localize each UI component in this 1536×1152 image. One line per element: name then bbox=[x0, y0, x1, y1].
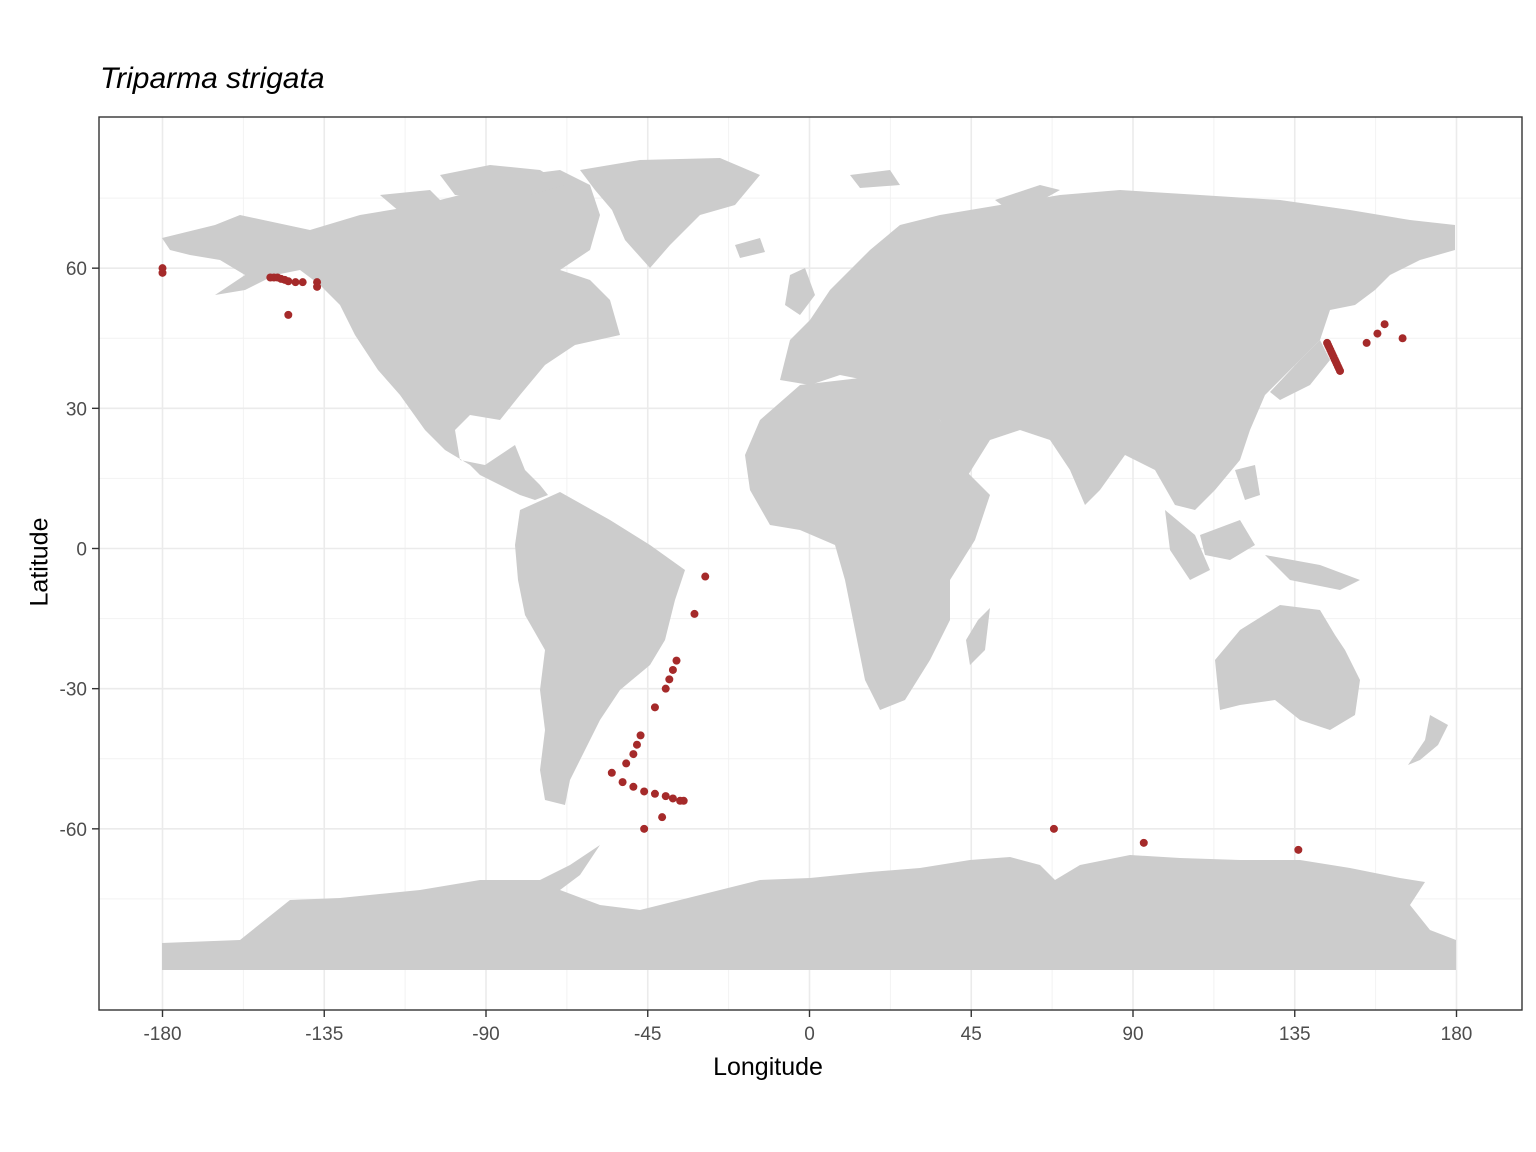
occurrence-point bbox=[1336, 366, 1345, 375]
occurrence-point bbox=[622, 759, 631, 768]
land-africa bbox=[745, 378, 990, 710]
y-tick-label: -30 bbox=[60, 680, 87, 701]
land-greenland bbox=[580, 158, 760, 268]
occurrence-point bbox=[1049, 824, 1058, 833]
land-iceland bbox=[735, 238, 765, 258]
plot-border bbox=[98, 116, 1523, 1011]
x-tick-label: 90 bbox=[1122, 1024, 1143, 1045]
x-tick-label: 45 bbox=[961, 1024, 982, 1045]
occurrence-point bbox=[632, 740, 641, 749]
x-tick-label: -90 bbox=[472, 1024, 499, 1045]
occurrence-point bbox=[1398, 334, 1407, 343]
occurrence-point bbox=[298, 278, 307, 287]
land-australia bbox=[1215, 605, 1360, 730]
x-tick-label: 0 bbox=[804, 1024, 815, 1045]
occurrence-point bbox=[1362, 338, 1371, 347]
occurrence-point bbox=[636, 731, 645, 740]
land-madagascar bbox=[966, 608, 990, 665]
y-axis: -60 -30 0 30 60 bbox=[60, 259, 99, 841]
occurrence-point bbox=[629, 782, 638, 791]
x-tick-label: -135 bbox=[305, 1024, 343, 1045]
occurrence-point bbox=[668, 794, 677, 803]
occurrence-point bbox=[668, 665, 677, 674]
land-eurasia bbox=[780, 190, 1455, 510]
occurrence-point bbox=[640, 824, 649, 833]
occurrence-point bbox=[1380, 320, 1389, 329]
land-masses bbox=[162, 158, 1456, 970]
land-new-zealand bbox=[1408, 715, 1448, 765]
occurrence-point bbox=[661, 792, 670, 801]
land-japan bbox=[1270, 340, 1330, 400]
occurrence-point bbox=[158, 268, 167, 277]
occurrence-point bbox=[618, 778, 627, 787]
occurrence-point bbox=[701, 572, 710, 581]
x-tick-label: 135 bbox=[1279, 1024, 1311, 1045]
x-tick-label: -45 bbox=[634, 1024, 661, 1045]
x-tick-label: -180 bbox=[143, 1024, 181, 1045]
occurrence-point bbox=[640, 787, 649, 796]
x-axis-label: Longitude bbox=[713, 1053, 823, 1081]
x-tick-label: 180 bbox=[1441, 1024, 1473, 1045]
occurrence-point bbox=[284, 310, 293, 319]
y-tick-label: -60 bbox=[60, 820, 87, 841]
y-tick-label: 0 bbox=[76, 540, 87, 561]
y-tick-label: 30 bbox=[66, 399, 87, 420]
y-axis-label: Latitude bbox=[25, 517, 54, 607]
x-axis: -180 -135 -90 -45 0 45 90 135 180 bbox=[143, 1010, 1472, 1045]
land-north-america bbox=[162, 170, 620, 500]
occurrence-point bbox=[665, 675, 674, 684]
occurrence-point bbox=[607, 768, 616, 777]
occurrence-point bbox=[1294, 845, 1303, 854]
occurrence-point bbox=[284, 277, 293, 286]
y-tick-label: 60 bbox=[66, 259, 87, 280]
occurrence-point bbox=[679, 796, 688, 805]
occurrence-point bbox=[690, 609, 699, 618]
occurrence-point bbox=[1373, 329, 1382, 338]
land-arctic-islands bbox=[380, 165, 585, 230]
occurrence-point bbox=[658, 813, 667, 822]
land-south-america bbox=[515, 492, 685, 805]
land-se-asia-islands bbox=[1165, 465, 1360, 590]
occurrence-point bbox=[650, 789, 659, 798]
chart-title: Triparma strigata bbox=[100, 62, 325, 95]
land-svalbard bbox=[850, 170, 1060, 215]
occurrence-point bbox=[650, 703, 659, 712]
occurrence-point bbox=[313, 282, 322, 291]
occurrence-point bbox=[672, 656, 681, 665]
occurrence-point bbox=[1139, 838, 1148, 847]
occurrence-point bbox=[629, 750, 638, 759]
land-antarctica bbox=[162, 845, 1456, 970]
occurrence-points bbox=[158, 264, 1407, 854]
occurrence-point bbox=[661, 684, 670, 693]
occurrence-point bbox=[291, 278, 300, 287]
land-uk bbox=[785, 268, 815, 315]
